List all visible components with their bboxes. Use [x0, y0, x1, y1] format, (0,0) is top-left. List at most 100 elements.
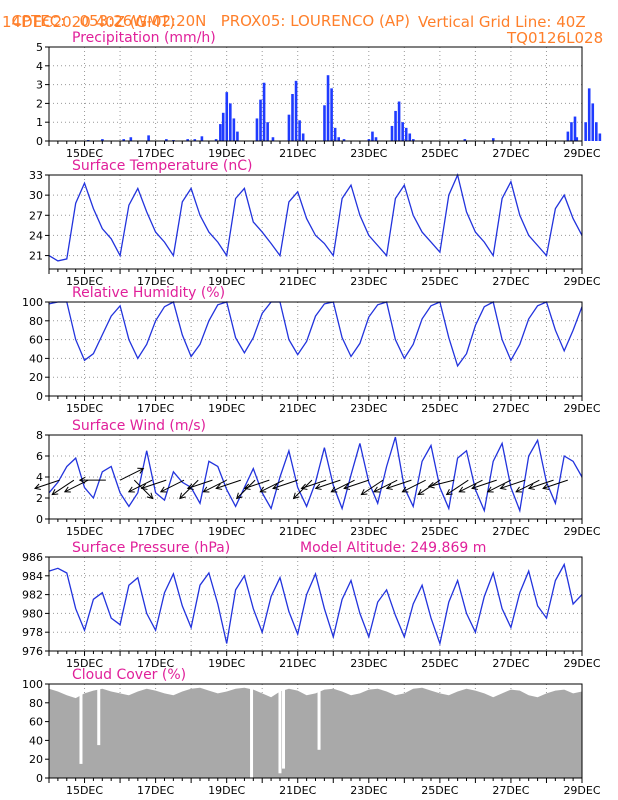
y-tick-label: 27	[29, 209, 43, 222]
wind-arrow	[259, 479, 284, 493]
wind-arrow	[330, 479, 355, 493]
panel-title: Relative Humidity (%)	[72, 285, 225, 301]
wind-arrow-head	[527, 483, 535, 490]
precip-bar	[323, 105, 326, 141]
y-tick-label: 0	[36, 772, 43, 785]
precip-bar	[229, 103, 232, 141]
wind-arrow-shaft	[187, 479, 213, 489]
precip-bar	[330, 88, 333, 141]
header-source: CPTEC:	[11, 12, 66, 30]
wind-arrow-shaft	[141, 479, 167, 489]
wind-arrow	[159, 479, 185, 493]
precip-bar	[326, 75, 330, 141]
precip-bar	[262, 82, 266, 141]
wind-arrow-shaft	[528, 479, 554, 489]
wind-arrow-shaft	[428, 479, 455, 487]
wind-arrow-head	[202, 486, 210, 493]
y-tick-label: 100	[22, 296, 43, 309]
precip-bar	[255, 118, 259, 141]
y-tick-label: 60	[29, 334, 43, 347]
y-tick-label: 0	[36, 513, 43, 526]
wind-arrow	[417, 479, 441, 496]
precip-bar	[193, 139, 197, 141]
x-tick-label: 25DEC	[421, 657, 458, 670]
precip-bar	[408, 133, 412, 141]
cloud-gap	[278, 688, 282, 774]
x-tick-label: 17DEC	[137, 784, 174, 797]
x-tick-label: 29DEC	[563, 657, 600, 670]
x-tick-label: 27DEC	[492, 657, 529, 670]
wind-arrow-head	[272, 483, 280, 490]
series-line	[48, 562, 583, 646]
wind-arrow-shaft	[301, 479, 327, 489]
x-tick-label: 19DEC	[208, 525, 245, 538]
panel-frame	[48, 46, 583, 142]
wind-arrow-shaft	[260, 479, 284, 493]
wind-arrow	[202, 479, 227, 493]
x-tick-label: 17DEC	[137, 657, 174, 670]
wind-arrow-shaft	[542, 479, 568, 489]
x-tick-label: 25DEC	[421, 275, 458, 288]
header-coords: 053:26W-02:20N	[79, 12, 207, 30]
y-tick-label: 80	[29, 315, 43, 328]
series-line	[48, 172, 583, 262]
wind-arrow	[515, 479, 540, 493]
x-tick-label: 23DEC	[350, 525, 387, 538]
x-tick-label: 17DEC	[137, 525, 174, 538]
precip-bar	[401, 122, 404, 141]
panel-title: Precipitation (mm/h)	[72, 30, 216, 46]
wind-arrow-shaft	[402, 479, 426, 493]
wind-arrow-shaft	[216, 479, 242, 489]
wind-arrow-head	[235, 492, 243, 500]
wind-arrow-shaft	[236, 479, 256, 499]
wind-arrow	[272, 479, 298, 490]
panel-5: 976 978 980 982 984 986 15DEC 17DEC 19DEC 21DEC 23…	[22, 540, 601, 670]
wind-arrow-head	[51, 489, 59, 496]
y-tick-label: 982	[22, 589, 43, 602]
cloud-gap	[317, 688, 321, 750]
wind-arrow	[140, 479, 167, 490]
wind-arrow	[127, 479, 153, 493]
x-tick-label: 21DEC	[279, 275, 316, 288]
wind-arrow-shaft	[417, 479, 441, 495]
wind-arrow-head	[314, 483, 322, 490]
wind-arrow-head	[300, 483, 308, 490]
wind-arrow-shaft	[361, 479, 384, 495]
precip-bar	[573, 116, 577, 141]
precip-bar	[219, 124, 222, 141]
wind-arrow-shaft	[34, 479, 60, 489]
x-tick-label: 23DEC	[350, 657, 387, 670]
precip-bar	[374, 137, 378, 141]
wind-arrow	[292, 479, 313, 500]
y-tick-label: 978	[22, 626, 43, 639]
x-tick-label: 23DEC	[350, 147, 387, 160]
wind-arrow-head	[186, 483, 194, 490]
precip-bar	[371, 131, 374, 141]
precip-bar	[390, 125, 394, 141]
wind-arrow-shaft	[272, 479, 298, 489]
wind-arrow-head	[259, 486, 267, 493]
wind-arrow	[34, 479, 60, 490]
precip-bar	[595, 122, 598, 141]
wind-arrow-head	[373, 486, 380, 493]
x-tick-label: 27DEC	[492, 147, 529, 160]
precip-bar	[294, 80, 298, 141]
wind-arrow	[133, 479, 154, 500]
precip-bar	[333, 127, 337, 141]
wind-arrow-head	[137, 467, 145, 474]
panel-frame	[48, 556, 583, 652]
precip-bar	[271, 137, 275, 141]
y-tick-label: 2	[36, 492, 43, 505]
x-tick-label: 17DEC	[137, 275, 174, 288]
x-tick-label: 23DEC	[350, 275, 387, 288]
wind-arrow	[486, 479, 512, 493]
precip-bar	[101, 139, 104, 141]
wind-arrow-shaft	[459, 479, 483, 493]
precip-bar	[122, 139, 126, 141]
wind-arrow-shaft	[471, 479, 497, 489]
header-grid-note: Vertical Grid Line: 40Z	[418, 13, 586, 31]
x-tick-label: 25DEC	[421, 402, 458, 415]
x-tick-label: 29DEC	[563, 147, 600, 160]
panel-title: Surface Temperature (nC)	[72, 158, 253, 174]
